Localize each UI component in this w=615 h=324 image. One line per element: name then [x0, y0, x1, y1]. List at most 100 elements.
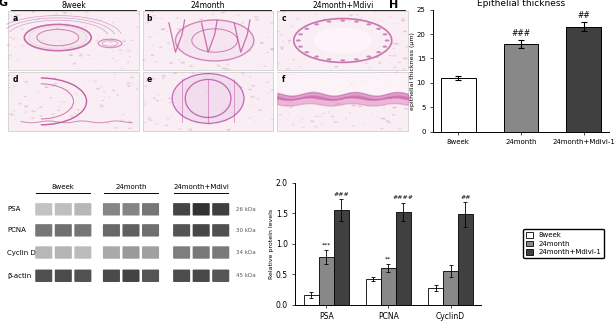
- Circle shape: [178, 128, 181, 130]
- Circle shape: [9, 37, 12, 38]
- FancyBboxPatch shape: [142, 270, 159, 282]
- Circle shape: [171, 99, 172, 100]
- Ellipse shape: [172, 74, 244, 123]
- Circle shape: [301, 92, 305, 94]
- Circle shape: [31, 11, 35, 13]
- Circle shape: [93, 80, 97, 82]
- Circle shape: [8, 54, 12, 56]
- Circle shape: [325, 42, 328, 44]
- Circle shape: [392, 54, 397, 56]
- Circle shape: [122, 45, 124, 46]
- Circle shape: [177, 28, 181, 30]
- Circle shape: [149, 37, 151, 38]
- Ellipse shape: [294, 18, 392, 63]
- Circle shape: [405, 46, 408, 48]
- Circle shape: [151, 54, 154, 56]
- FancyBboxPatch shape: [192, 270, 210, 282]
- Circle shape: [403, 31, 407, 32]
- Circle shape: [378, 92, 379, 93]
- FancyBboxPatch shape: [103, 246, 120, 259]
- Circle shape: [129, 56, 131, 57]
- Bar: [334, 210, 349, 305]
- Circle shape: [181, 49, 184, 50]
- Circle shape: [320, 116, 322, 117]
- Circle shape: [96, 18, 98, 19]
- Circle shape: [112, 22, 115, 23]
- Circle shape: [293, 75, 298, 76]
- Circle shape: [15, 15, 19, 16]
- Circle shape: [52, 124, 55, 125]
- Circle shape: [346, 80, 349, 81]
- Circle shape: [254, 16, 258, 18]
- Circle shape: [183, 30, 185, 31]
- Circle shape: [375, 12, 376, 13]
- Circle shape: [223, 119, 228, 121]
- Circle shape: [161, 75, 166, 77]
- Circle shape: [362, 39, 366, 40]
- Circle shape: [403, 57, 408, 60]
- Circle shape: [60, 101, 65, 103]
- Circle shape: [149, 116, 151, 117]
- Text: ***: ***: [322, 242, 331, 247]
- FancyBboxPatch shape: [74, 246, 92, 259]
- Circle shape: [314, 74, 318, 76]
- Circle shape: [385, 40, 389, 41]
- Circle shape: [218, 65, 221, 67]
- Circle shape: [260, 42, 264, 44]
- Circle shape: [109, 41, 112, 43]
- Circle shape: [51, 113, 55, 115]
- Circle shape: [146, 22, 149, 23]
- Circle shape: [78, 43, 79, 44]
- Circle shape: [123, 41, 126, 42]
- Circle shape: [291, 105, 294, 106]
- Circle shape: [378, 63, 381, 64]
- Title: Epithelial thickness: Epithelial thickness: [477, 0, 565, 7]
- Bar: [143, 11, 274, 70]
- Circle shape: [154, 123, 158, 124]
- Bar: [277, 73, 408, 96]
- Circle shape: [76, 51, 79, 52]
- Circle shape: [208, 19, 211, 21]
- Circle shape: [121, 120, 124, 121]
- Circle shape: [132, 83, 134, 84]
- Circle shape: [389, 55, 392, 56]
- Circle shape: [20, 29, 24, 30]
- Circle shape: [168, 98, 171, 99]
- Circle shape: [212, 13, 215, 15]
- Circle shape: [354, 58, 359, 61]
- Bar: [143, 72, 274, 131]
- Circle shape: [162, 78, 165, 79]
- Circle shape: [392, 43, 395, 44]
- Text: 24month+Mdivi: 24month+Mdivi: [173, 184, 229, 191]
- Circle shape: [383, 105, 385, 107]
- Circle shape: [112, 90, 115, 91]
- Circle shape: [98, 69, 100, 70]
- Circle shape: [228, 83, 231, 85]
- Circle shape: [194, 14, 196, 15]
- Circle shape: [221, 12, 224, 13]
- Circle shape: [288, 40, 292, 41]
- Circle shape: [241, 22, 244, 24]
- Circle shape: [377, 47, 380, 49]
- Circle shape: [122, 40, 126, 41]
- Circle shape: [24, 39, 26, 40]
- Circle shape: [288, 74, 293, 76]
- Circle shape: [298, 46, 303, 48]
- Text: e: e: [147, 75, 152, 84]
- FancyBboxPatch shape: [103, 270, 120, 282]
- Circle shape: [204, 113, 207, 115]
- FancyBboxPatch shape: [35, 246, 52, 259]
- Circle shape: [24, 96, 27, 97]
- Circle shape: [42, 40, 46, 42]
- Circle shape: [338, 97, 340, 98]
- Circle shape: [66, 89, 68, 90]
- FancyBboxPatch shape: [122, 246, 140, 259]
- Text: **: **: [385, 257, 392, 262]
- Circle shape: [296, 40, 301, 41]
- Circle shape: [352, 105, 356, 107]
- Circle shape: [103, 91, 106, 92]
- Circle shape: [73, 63, 76, 64]
- Circle shape: [84, 26, 87, 27]
- Circle shape: [79, 53, 83, 55]
- Circle shape: [70, 108, 73, 109]
